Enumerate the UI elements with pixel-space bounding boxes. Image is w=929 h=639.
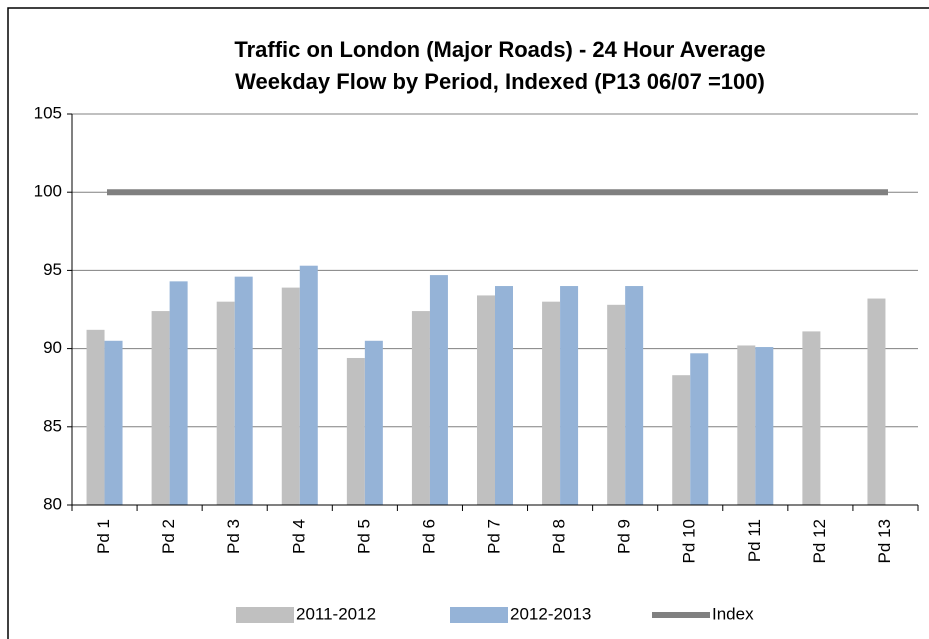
bar: [542, 301, 561, 505]
y-tick-label: 85: [43, 416, 62, 435]
x-tick-label: Pd 7: [484, 519, 503, 554]
bar: [867, 298, 886, 505]
legend-swatch: [450, 607, 508, 623]
bar: [234, 276, 253, 505]
bar: [216, 301, 235, 505]
bar: [411, 311, 430, 505]
bar: [802, 331, 821, 505]
x-tick-label: Pd 1: [94, 519, 113, 554]
bar: [477, 295, 495, 505]
x-tick-label: Pd 2: [159, 519, 178, 554]
bar: [364, 340, 383, 505]
x-tick-label: Pd 11: [745, 519, 764, 562]
bar: [625, 286, 644, 505]
legend-label: 2011-2012: [296, 604, 376, 623]
legend-swatch: [236, 607, 294, 623]
bar: [86, 329, 105, 505]
bar: [672, 375, 691, 505]
bar: [299, 265, 318, 505]
x-tick-label: Pd 10: [680, 519, 699, 563]
x-tick-label: Pd 13: [875, 519, 894, 563]
bar: [346, 357, 365, 505]
bar: [690, 353, 709, 505]
chart-title: Traffic on London (Major Roads) - 24 Hou…: [234, 37, 765, 62]
y-tick-label: 90: [43, 338, 62, 357]
y-tick-label: 100: [34, 182, 62, 201]
x-tick-label: Pd 8: [550, 519, 569, 554]
bar: [429, 275, 448, 505]
bar: [737, 345, 756, 505]
x-tick-label: Pd 3: [224, 519, 243, 554]
legend-label: Index: [712, 604, 754, 623]
y-tick-label: 95: [43, 260, 62, 279]
x-tick-label: Pd 9: [615, 519, 634, 554]
legend-label: 2012-2013: [510, 604, 591, 623]
bar: [755, 347, 774, 505]
y-tick-label: 80: [43, 494, 62, 513]
bar: [607, 304, 626, 505]
x-tick-label: Pd 12: [810, 519, 829, 563]
bar: [151, 311, 170, 505]
chart-frame: [7, 7, 929, 639]
bar: [560, 286, 579, 505]
y-tick-label: 105: [34, 103, 62, 122]
bar: [281, 287, 300, 505]
x-tick-label: Pd 6: [419, 519, 438, 554]
bar: [495, 286, 513, 505]
x-tick-label: Pd 5: [354, 519, 373, 554]
x-tick-label: Pd 4: [289, 519, 308, 554]
bar: [169, 281, 188, 505]
bar: [104, 340, 123, 505]
chart-title: Weekday Flow by Period, Indexed (P13 06/…: [235, 69, 765, 94]
